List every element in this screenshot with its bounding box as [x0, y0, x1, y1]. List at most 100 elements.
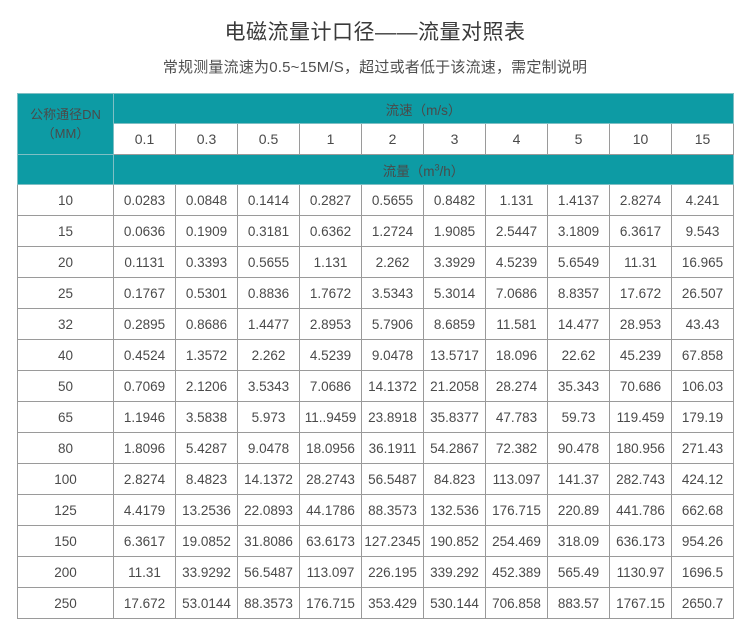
cell-flow-value: 254.469 [485, 525, 548, 557]
cell-flow-value: 1.7672 [299, 277, 362, 309]
cell-flow-value: 883.57 [547, 587, 610, 619]
cell-nominal-diameter: 20 [17, 246, 114, 278]
cell-flow-value: 18.0956 [299, 432, 362, 464]
cell-flow-value: 0.3393 [175, 246, 238, 278]
cell-flow-value: 1.4137 [547, 184, 610, 216]
cell-flow-value: 1.131 [485, 184, 548, 216]
flow-label-prefix: 流量（m [382, 163, 435, 179]
table-body: 10 0.0283 0.0848 0.1414 0.2827 0.5655 0.8482 1.… [17, 184, 735, 619]
flow-comparison-table: 公称通径DN （MM） 流速（m/s） 0.1 0.3 0.5 1 2 3 4 … [17, 93, 735, 619]
cell-flow-value: 0.2895 [113, 308, 176, 340]
cell-flow-value: 318.09 [547, 525, 610, 557]
cell-flow-value: 2.8953 [299, 308, 362, 340]
cell-flow-value: 7.0686 [485, 277, 548, 309]
cell-nominal-diameter: 80 [17, 432, 114, 464]
cell-flow-value: 8.6859 [423, 308, 486, 340]
cell-flow-value: 14.477 [547, 308, 610, 340]
nominal-diameter-line2: （MM） [41, 126, 90, 141]
cell-flow-value: 113.097 [485, 463, 548, 495]
cell-nominal-diameter: 200 [17, 556, 114, 588]
table-row: 20 0.1131 0.3393 0.5655 1.131 2.262 3.3929 4.52… [17, 246, 735, 278]
cell-flow-value: 14.1372 [237, 463, 300, 495]
cell-flow-value: 22.0893 [237, 494, 300, 526]
cell-flow-value: 1.3572 [175, 339, 238, 371]
cell-flow-value: 14.1372 [361, 370, 424, 402]
cell-flow-value: 21.2058 [423, 370, 486, 402]
cell-flow-value: 339.292 [423, 556, 486, 588]
cell-flow-value: 1.4477 [237, 308, 300, 340]
table-container: 公称通径DN （MM） 流速（m/s） 0.1 0.3 0.5 1 2 3 4 … [0, 93, 750, 619]
page-title: 电磁流量计口径——流量对照表 [224, 21, 526, 44]
velocity-column-header: 3 [423, 123, 486, 155]
cell-flow-value: 176.715 [485, 494, 548, 526]
velocity-column-header: 0.1 [113, 123, 176, 155]
cell-flow-value: 1.2724 [361, 215, 424, 247]
cell-flow-value: 441.786 [609, 494, 672, 526]
cell-flow-value: 28.274 [485, 370, 548, 402]
cell-flow-value: 452.389 [485, 556, 548, 588]
cell-flow-value: 35.343 [547, 370, 610, 402]
cell-flow-value: 3.3929 [423, 246, 486, 278]
table-row: 50 0.7069 2.1206 3.5343 7.0686 14.1372 21.2058… [17, 370, 735, 402]
page-subtitle: 常规测量流速为0.5~15M/S，超过或者低于该流速，需定制说明 [162, 59, 588, 76]
table-header: 公称通径DN （MM） 流速（m/s） 0.1 0.3 0.5 1 2 3 4 … [17, 93, 735, 185]
cell-flow-value: 2.1206 [175, 370, 238, 402]
cell-flow-value: 424.12 [670, 463, 735, 495]
cell-flow-value: 43.43 [670, 308, 735, 340]
cell-flow-value: 4.241 [670, 184, 735, 216]
velocity-column-header: 5 [547, 123, 610, 155]
cell-flow-value: 1.8096 [113, 432, 176, 464]
header-row-velocity-group: 公称通径DN （MM） 流速（m/s） [17, 93, 735, 155]
cell-flow-value: 0.1909 [175, 215, 238, 247]
cell-flow-value: 176.715 [299, 587, 362, 619]
cell-nominal-diameter: 125 [17, 494, 114, 526]
flow-label-exponent: 3 [434, 162, 440, 172]
cell-flow-value: 2650.7 [670, 587, 735, 619]
cell-flow-value: 1130.97 [609, 556, 672, 588]
cell-flow-value: 54.2867 [423, 432, 486, 464]
nominal-diameter-line1: 公称通径DN [30, 107, 101, 122]
cell-flow-value: 1.131 [299, 246, 362, 278]
cell-flow-value: 7.0686 [299, 370, 362, 402]
cell-flow-value: 180.956 [609, 432, 672, 464]
cell-flow-value: 662.68 [670, 494, 735, 526]
cell-flow-value: 2.5447 [485, 215, 548, 247]
cell-flow-value: 353.429 [361, 587, 424, 619]
cell-flow-value: 226.195 [361, 556, 424, 588]
cell-flow-value: 530.144 [423, 587, 486, 619]
cell-flow-value: 0.7069 [113, 370, 176, 402]
cell-flow-value: 132.536 [423, 494, 486, 526]
cell-flow-value: 6.3617 [113, 525, 176, 557]
cell-flow-value: 1767.15 [609, 587, 672, 619]
velocity-column-header: 15 [670, 123, 735, 155]
cell-flow-value: 0.3181 [237, 215, 300, 247]
cell-flow-value: 67.858 [670, 339, 735, 371]
table-row: 125 4.4179 13.2536 22.0893 44.1786 88.3573 132… [17, 494, 735, 526]
table-row: 150 6.3617 19.0852 31.8086 63.6173 127.2345 19… [17, 525, 735, 557]
cell-flow-value: 5.7906 [361, 308, 424, 340]
velocity-column-header: 10 [609, 123, 672, 155]
header-row-velocity-values: 0.1 0.3 0.5 1 2 3 4 5 10 15 [18, 123, 735, 155]
table-row: 15 0.0636 0.1909 0.3181 0.6362 1.2724 1.9085 2.… [17, 215, 735, 247]
velocity-column-header: 0.5 [237, 123, 300, 155]
cell-flow-value: 271.43 [670, 432, 735, 464]
cell-flow-value: 1696.5 [670, 556, 735, 588]
cell-flow-value: 127.2345 [361, 525, 424, 557]
cell-flow-value: 88.3573 [237, 587, 300, 619]
cell-flow-value: 5.973 [237, 401, 300, 433]
velocity-column-header: 4 [485, 123, 548, 155]
flow-label-suffix: /h） [439, 163, 465, 179]
cell-flow-value: 28.2743 [299, 463, 362, 495]
cell-flow-value: 19.0852 [175, 525, 238, 557]
cell-flow-value: 179.19 [670, 401, 735, 433]
cell-flow-value: 56.5487 [237, 556, 300, 588]
cell-flow-value: 3.5838 [175, 401, 238, 433]
cell-flow-value: 954.26 [670, 525, 735, 557]
cell-flow-value: 2.262 [361, 246, 424, 278]
cell-flow-value: 282.743 [609, 463, 672, 495]
cell-flow-value: 0.1767 [113, 277, 176, 309]
cell-flow-value: 8.8357 [547, 277, 610, 309]
cell-flow-value: 0.2827 [299, 184, 362, 216]
cell-flow-value: 11.31 [609, 246, 672, 278]
cell-flow-value: 72.382 [485, 432, 548, 464]
